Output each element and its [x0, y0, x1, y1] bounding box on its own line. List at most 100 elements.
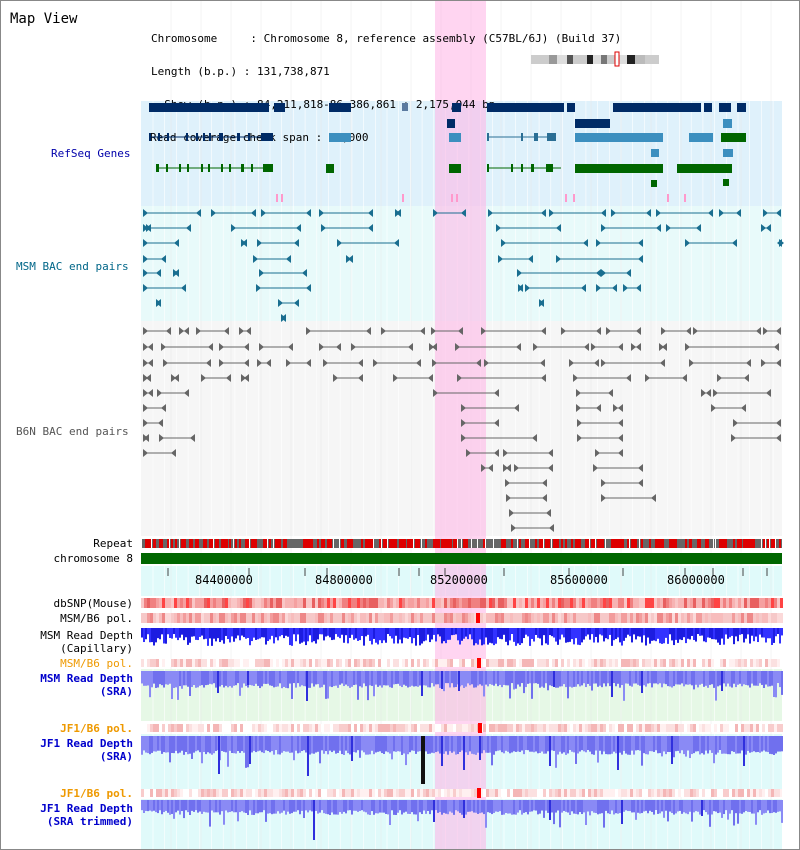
bac-end-marker — [761, 359, 766, 367]
jf1-trim-bar — [231, 800, 233, 812]
msm-sra-bar — [187, 671, 189, 687]
bac-end-marker — [696, 224, 701, 232]
depth-bar — [171, 628, 173, 639]
jf1-sra-bar — [547, 736, 549, 752]
label-refseq-genes[interactable]: RefSeq Genes — [51, 147, 131, 160]
jf1-trim-bar — [373, 800, 375, 815]
jf1-sra-bar — [357, 736, 359, 751]
repeat-block — [545, 539, 547, 548]
jf1-trim-bar — [665, 800, 667, 811]
jf1-sra-bar — [685, 736, 687, 757]
msm-sra-bar — [321, 671, 323, 688]
msm-sra-bar — [163, 671, 165, 688]
msm-pol2-block — [285, 659, 288, 667]
repeat-block — [229, 539, 231, 548]
jf1-sra-bar — [535, 736, 537, 752]
jf1-sra-bar — [453, 736, 455, 752]
repeat-block — [743, 539, 745, 548]
jf1-trim-bar — [529, 800, 531, 812]
msm-sra-bar — [677, 671, 679, 685]
jf1-pol2-block — [162, 789, 165, 797]
label-msm-capillary-1: MSM Read Depth — [40, 629, 133, 642]
msm-pol2-block — [390, 659, 393, 667]
jf1-trim-bar — [239, 800, 241, 813]
jf1-sra-bar — [187, 736, 189, 755]
repeat-block — [167, 539, 170, 548]
bac-end-marker — [596, 404, 601, 412]
msm-pol2-block — [147, 659, 150, 667]
msm-pol2-block — [345, 659, 348, 667]
jf1-pol1-block — [591, 724, 594, 732]
msm-sra-bar — [671, 671, 673, 688]
msm-sra-bar — [757, 671, 759, 686]
jf1-sra-bar — [655, 736, 657, 751]
jf1-pol2-block — [207, 789, 210, 797]
depth-bar — [201, 628, 203, 636]
repeat-block — [251, 539, 254, 548]
dbsnp-block — [150, 598, 153, 608]
jf1-pol1-block — [654, 724, 657, 732]
repeat-block — [689, 539, 692, 548]
jf1-pol2-block — [657, 789, 660, 797]
repeat-block — [369, 539, 372, 548]
dbsnp-block — [504, 598, 507, 608]
jf1-sra-bar — [177, 736, 179, 754]
bac-end-marker — [481, 464, 486, 472]
repeat-block — [707, 539, 709, 548]
label-jf1-sra-1: JF1 Read Depth — [40, 737, 133, 750]
label-b6n-bac[interactable]: B6N BAC end pairs — [16, 425, 129, 438]
jf1-trim-bar — [367, 800, 369, 815]
msm-pol-block — [189, 613, 192, 623]
jf1-pol2-block — [708, 789, 711, 797]
jf1-sra-bar — [765, 736, 767, 752]
msm-pol2-block — [762, 659, 765, 667]
msm-sra-bar — [351, 671, 353, 687]
gene-marker — [565, 194, 567, 202]
jf1-sra-bar — [459, 736, 461, 752]
jf1-sra-spike — [441, 736, 443, 766]
jf1-pol2-block — [252, 789, 255, 797]
gene-exon — [737, 103, 746, 112]
jf1-trim-bar — [635, 800, 637, 820]
jf1-pol2-block — [531, 789, 534, 797]
depth-bar — [489, 628, 491, 643]
bac-end-marker — [146, 224, 151, 232]
msm-sra-bar — [267, 671, 269, 684]
jf1-trim-bar — [297, 800, 299, 811]
bac-end-marker — [608, 389, 613, 397]
msm-sra-bar — [531, 671, 533, 699]
jf1-sra-bar — [145, 736, 147, 753]
depth-bar — [381, 628, 383, 644]
label-msm-sra-2: (SRA) — [99, 685, 133, 698]
msm-pol2-block — [339, 659, 342, 667]
msm-sra-bar — [141, 671, 143, 684]
depth-bar — [469, 628, 471, 635]
msm-pol2-block — [531, 659, 534, 667]
depth-bar — [167, 628, 169, 635]
jf1-sra-spike — [351, 736, 353, 761]
msm-sra-bar — [487, 671, 489, 687]
jf1-pol2-block — [261, 789, 264, 797]
jf1-pol1-block — [282, 724, 285, 732]
repeat-block — [441, 539, 444, 548]
bac-end-marker — [501, 239, 506, 247]
depth-bar — [737, 628, 739, 642]
depth-bar — [415, 628, 417, 646]
jf1-sra-bar — [649, 736, 651, 752]
repeat-block — [699, 539, 701, 548]
jf1-sra-bar — [511, 736, 513, 753]
repeat-block — [399, 539, 402, 548]
depth-bar — [625, 628, 627, 638]
jf1-pol1-block — [156, 724, 159, 732]
depth-bar — [661, 628, 663, 644]
depth-bar — [331, 628, 333, 641]
jf1-pol1-block — [228, 724, 231, 732]
msm-sra-bar — [327, 671, 329, 699]
highlight-region — [435, 1, 486, 849]
label-msm-bac[interactable]: MSM BAC end pairs — [16, 260, 129, 273]
dbsnp-block — [144, 598, 147, 608]
msm-pol-block — [456, 613, 459, 623]
jf1-sra-bar — [599, 736, 601, 751]
